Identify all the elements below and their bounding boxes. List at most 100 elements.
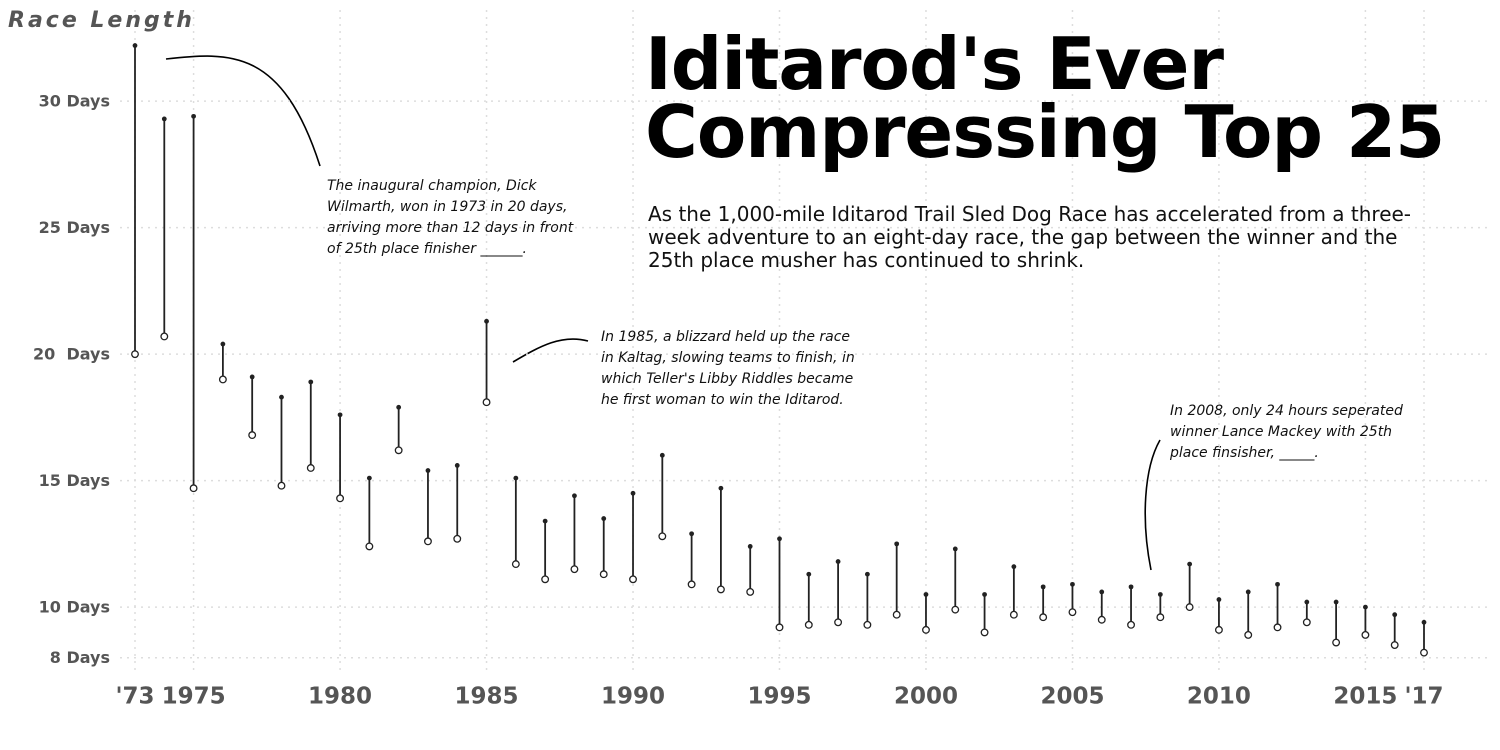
low-dot: [1068, 608, 1077, 617]
low-dot: [248, 431, 257, 440]
high-dot: [1421, 619, 1427, 625]
high-dot: [777, 536, 782, 542]
x-tick-label: 1990: [601, 684, 665, 710]
high-dot: [601, 516, 607, 521]
low-dot: [804, 620, 813, 629]
low-dot: [1361, 630, 1370, 639]
high-dot: [1011, 564, 1017, 570]
high-dot: [366, 475, 372, 481]
high-dot: [132, 43, 138, 48]
subtitle: As the 1,000-mile Iditarod Trail Sled Do…: [648, 202, 1412, 272]
low-dot: [863, 620, 872, 629]
low-dot: [424, 537, 432, 546]
x-tick-label: '73: [115, 684, 154, 710]
high-dot: [1275, 581, 1280, 587]
high-dot: [952, 546, 958, 552]
x-tick-label: 2015: [1333, 684, 1397, 710]
low-dot: [336, 494, 345, 503]
high-dot: [1099, 589, 1105, 595]
x-tick-label: 1985: [455, 684, 519, 710]
low-dot: [687, 580, 696, 589]
low-dot: [1420, 648, 1428, 657]
high-dot: [1216, 597, 1222, 602]
high-dot: [572, 493, 577, 499]
high-dot: [864, 571, 870, 577]
low-dot: [658, 532, 667, 541]
low-dot: [1214, 625, 1223, 634]
high-dot: [308, 379, 314, 385]
high-dot: [1040, 584, 1046, 590]
low-dot: [570, 565, 579, 574]
low-dot: [1390, 641, 1399, 650]
high-dot: [923, 592, 929, 597]
high-dot: [542, 518, 548, 524]
high-dot: [161, 116, 167, 122]
y-axis-title: Race Length: [8, 8, 195, 33]
annotation-line: [512, 338, 589, 363]
low-dot: [1302, 618, 1311, 627]
low-dot: [1185, 603, 1194, 612]
high-dot: [1392, 612, 1398, 618]
low-dot: [980, 628, 989, 637]
y-tick-label: 30 Days: [39, 92, 110, 111]
low-dot: [629, 575, 637, 584]
y-tick-label: 10 Days: [39, 598, 110, 617]
annotation: In 1985, a blizzard held up the race in …: [601, 329, 855, 408]
low-dot: [482, 398, 491, 407]
low-dot: [1273, 623, 1282, 632]
low-dot: [834, 618, 843, 627]
low-dot: [716, 585, 725, 594]
high-dot: [1187, 561, 1193, 567]
high-dot: [806, 571, 812, 577]
low-dot: [1097, 615, 1106, 624]
high-dot: [1363, 604, 1368, 610]
y-tick-label: 20 Days: [33, 345, 110, 364]
high-dot: [1245, 589, 1251, 595]
annotation: The inaugural champion, Dick Wilmarth, w…: [327, 178, 574, 257]
low-dot: [775, 623, 784, 632]
low-dot: [365, 542, 374, 551]
title-line: Compressing Top 25: [645, 90, 1445, 174]
low-dot: [1332, 638, 1341, 647]
high-dot: [1157, 592, 1163, 597]
low-dot: [1127, 620, 1135, 629]
high-dot: [220, 341, 226, 347]
high-dot: [718, 485, 724, 491]
low-dot: [189, 484, 198, 493]
title-line: Iditarod's Ever: [645, 22, 1224, 106]
low-dot: [306, 464, 315, 472]
x-tick-label: 1995: [747, 684, 811, 710]
low-dot: [1244, 630, 1253, 639]
low-dot: [131, 350, 139, 359]
annotation-line: [165, 55, 321, 167]
low-dot: [599, 570, 608, 579]
high-dot: [747, 544, 753, 549]
y-tick-label: 8 Days: [50, 648, 110, 667]
high-dot: [191, 113, 196, 119]
x-tick-label: 2005: [1040, 684, 1104, 710]
high-dot: [1070, 581, 1075, 587]
x-tick-label: 2010: [1187, 684, 1251, 710]
annotation-line: [1144, 439, 1161, 571]
high-dot: [689, 531, 695, 537]
low-dot: [541, 575, 550, 584]
low-dot: [218, 375, 227, 384]
high-dot: [835, 559, 841, 564]
high-dot: [454, 463, 460, 468]
annotation: In 2008, only 24 hours seperated winner …: [1170, 403, 1403, 461]
high-dot: [894, 541, 900, 547]
high-dot: [396, 404, 402, 410]
x-tick-label: 1980: [308, 684, 372, 710]
high-dot: [484, 318, 489, 324]
high-dot: [425, 468, 431, 473]
high-dot: [337, 412, 343, 418]
high-dot: [1333, 599, 1339, 605]
x-tick-label: 2000: [894, 684, 958, 710]
low-dot: [1156, 613, 1165, 622]
low-dot: [277, 481, 286, 490]
low-dot: [1009, 610, 1018, 619]
high-dot: [249, 374, 255, 380]
high-dot: [630, 490, 636, 496]
